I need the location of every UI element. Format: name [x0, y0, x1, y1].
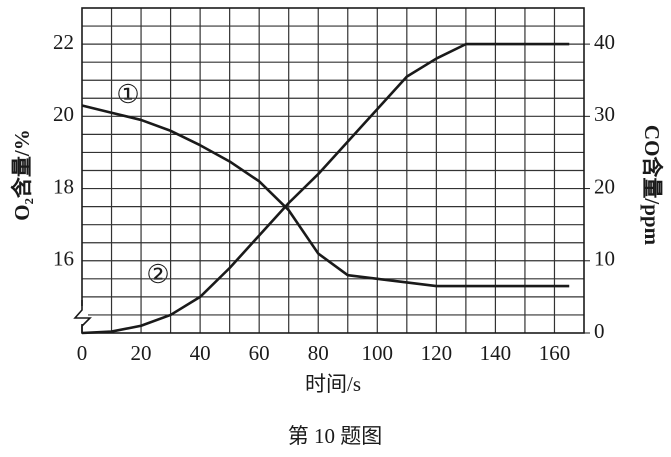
- y2-tick-label: 0: [594, 319, 605, 343]
- axis-break: [73, 300, 92, 333]
- y-axis-title: O₂含量/%: [10, 129, 34, 220]
- y2-tick-label: 10: [594, 247, 615, 271]
- x-tick-label: 0: [77, 341, 88, 365]
- series-label: ②: [146, 260, 169, 289]
- caption: 第 10 题图: [288, 424, 383, 448]
- y2-tick-label: 30: [594, 102, 615, 126]
- axis-break-gap: [76, 306, 88, 324]
- y-tick-label: 18: [53, 174, 74, 198]
- y-tick-label: 22: [53, 30, 74, 54]
- y-tick-label: 20: [53, 102, 74, 126]
- x-tick-label: 120: [421, 341, 453, 365]
- x-tick-label: 40: [190, 341, 211, 365]
- x-tick-label: 80: [308, 341, 329, 365]
- x-tick-label: 160: [539, 341, 571, 365]
- y2-tick-label: 40: [594, 30, 615, 54]
- x-tick-label: 140: [480, 341, 512, 365]
- x-tick-label: 60: [249, 341, 270, 365]
- x-axis-title: 时间/s: [305, 372, 361, 396]
- y2-axis-title: CO含量/ppm: [640, 125, 664, 246]
- data-line: [81, 104, 570, 288]
- y-tick-label: 16: [53, 247, 74, 271]
- x-tick-label: 100: [362, 341, 394, 365]
- plot-frame: [81, 7, 585, 334]
- x-tick-label: 20: [131, 341, 152, 365]
- y2-tick-label: 20: [594, 174, 615, 198]
- series-label: ①: [116, 80, 139, 109]
- data-line: [81, 42, 570, 335]
